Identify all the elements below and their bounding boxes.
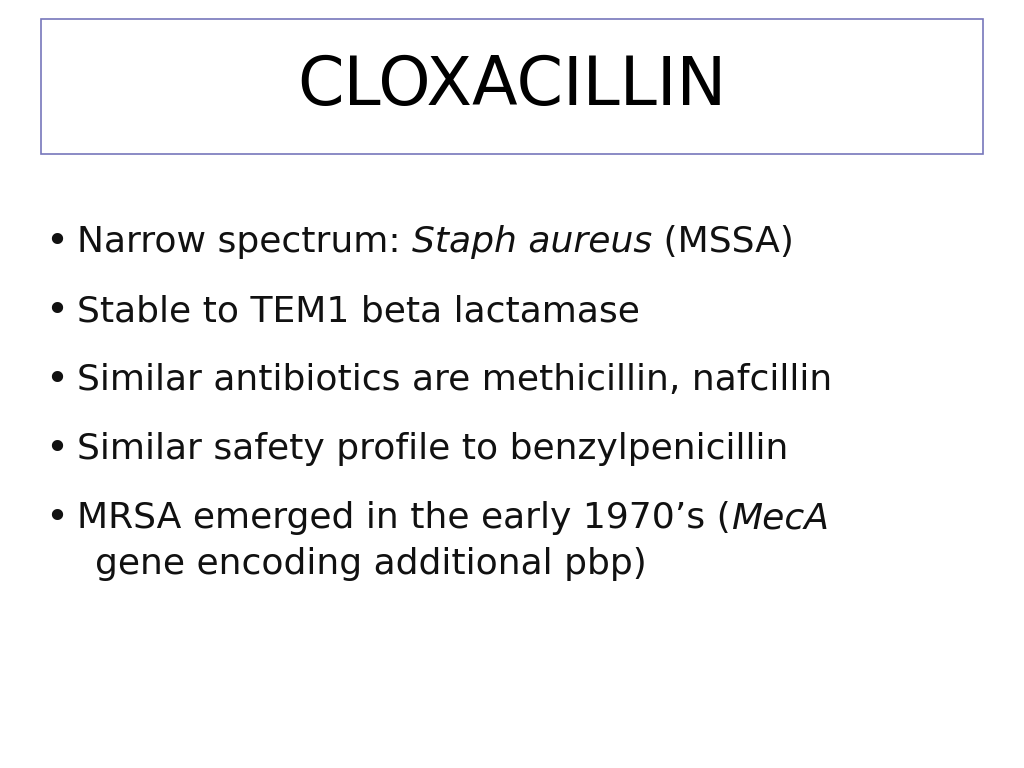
- Text: •: •: [45, 499, 68, 538]
- Text: •: •: [45, 361, 68, 399]
- Text: •: •: [45, 430, 68, 468]
- Text: •: •: [45, 292, 68, 330]
- Text: (MSSA): (MSSA): [652, 225, 794, 259]
- Text: MRSA emerged in the early 1970’s (: MRSA emerged in the early 1970’s (: [77, 502, 730, 535]
- FancyBboxPatch shape: [41, 19, 983, 154]
- Text: CLOXACILLIN: CLOXACILLIN: [297, 54, 727, 119]
- Text: Similar safety profile to benzylpenicillin: Similar safety profile to benzylpenicill…: [77, 432, 788, 466]
- Text: gene encoding additional pbp): gene encoding additional pbp): [95, 548, 647, 581]
- Text: •: •: [45, 223, 68, 261]
- Text: Staph aureus: Staph aureus: [412, 225, 652, 259]
- Text: Stable to TEM1 beta lactamase: Stable to TEM1 beta lactamase: [77, 294, 640, 328]
- Text: MecA: MecA: [730, 502, 828, 535]
- Text: Narrow spectrum:: Narrow spectrum:: [77, 225, 412, 259]
- Text: Similar antibiotics are methicillin, nafcillin: Similar antibiotics are methicillin, naf…: [77, 363, 833, 397]
